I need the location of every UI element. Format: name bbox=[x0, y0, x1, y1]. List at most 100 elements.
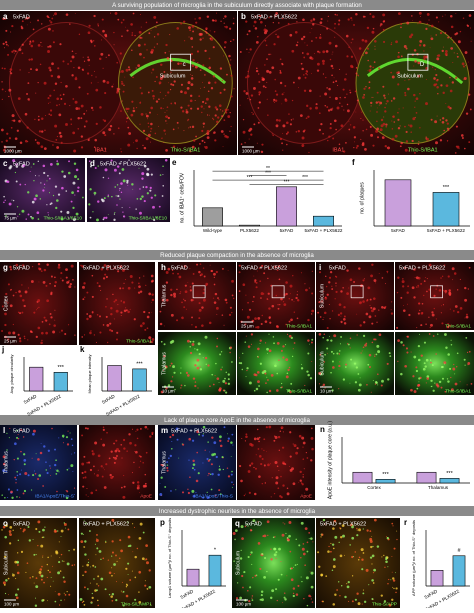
speck bbox=[22, 492, 25, 495]
inset-box bbox=[407, 53, 429, 71]
speck bbox=[184, 91, 187, 95]
speck bbox=[296, 298, 300, 302]
speck bbox=[106, 323, 110, 327]
speck bbox=[96, 538, 98, 540]
speck bbox=[205, 31, 208, 34]
speck bbox=[411, 19, 413, 21]
speck bbox=[48, 323, 51, 326]
speck bbox=[104, 134, 107, 137]
speck bbox=[292, 587, 296, 590]
speck bbox=[219, 493, 222, 495]
speck bbox=[405, 347, 409, 350]
speck bbox=[306, 457, 309, 459]
speck bbox=[116, 204, 118, 206]
speck bbox=[152, 68, 155, 71]
speck bbox=[363, 321, 366, 324]
speck bbox=[47, 174, 49, 177]
speck bbox=[229, 27, 232, 30]
speck bbox=[108, 593, 111, 596]
speck bbox=[102, 277, 106, 280]
speck bbox=[248, 51, 250, 53]
speck bbox=[28, 539, 32, 542]
speck bbox=[145, 451, 148, 454]
speck bbox=[338, 303, 342, 306]
speck bbox=[139, 197, 142, 201]
speck bbox=[413, 93, 416, 97]
panel-letter: p bbox=[160, 518, 165, 527]
speck bbox=[27, 339, 29, 341]
speck bbox=[72, 218, 76, 222]
speck bbox=[86, 92, 89, 95]
speck bbox=[247, 301, 249, 304]
speck bbox=[181, 301, 183, 304]
speck bbox=[459, 30, 462, 33]
speck bbox=[216, 120, 219, 124]
speck bbox=[273, 101, 276, 103]
speck bbox=[417, 312, 420, 315]
speck bbox=[34, 597, 37, 599]
speck bbox=[201, 100, 205, 104]
speck bbox=[343, 317, 346, 321]
speck bbox=[371, 30, 375, 34]
speck bbox=[221, 79, 223, 82]
speck bbox=[38, 306, 40, 309]
speck bbox=[277, 487, 280, 490]
speck bbox=[293, 444, 297, 447]
speck bbox=[333, 334, 337, 338]
speck bbox=[285, 323, 287, 326]
speck bbox=[277, 265, 281, 268]
region-label: Subiculum bbox=[160, 74, 186, 80]
speck bbox=[181, 110, 185, 113]
speck bbox=[17, 97, 21, 100]
speck bbox=[282, 149, 284, 151]
speck bbox=[276, 372, 279, 375]
speck bbox=[66, 210, 70, 214]
speck bbox=[202, 357, 204, 359]
speck bbox=[41, 23, 43, 25]
speck bbox=[338, 68, 341, 70]
speck bbox=[93, 146, 96, 149]
speck bbox=[29, 577, 31, 579]
speck bbox=[224, 46, 226, 49]
speck bbox=[107, 54, 110, 57]
speck bbox=[14, 442, 17, 446]
speck bbox=[274, 78, 276, 81]
speck bbox=[234, 538, 236, 541]
speck bbox=[455, 13, 457, 14]
speck bbox=[318, 383, 321, 385]
speck bbox=[91, 295, 94, 298]
speck bbox=[84, 476, 87, 479]
speck bbox=[51, 62, 54, 66]
speck bbox=[310, 598, 312, 600]
speck bbox=[83, 603, 86, 606]
scale-label: 75 µm bbox=[4, 216, 17, 221]
speck bbox=[225, 111, 228, 114]
speck bbox=[94, 566, 97, 568]
speck bbox=[408, 313, 411, 317]
speck bbox=[213, 283, 216, 286]
speck bbox=[325, 76, 327, 79]
speck bbox=[196, 451, 198, 454]
speck bbox=[17, 434, 19, 436]
speck bbox=[145, 137, 149, 141]
speck bbox=[13, 458, 15, 461]
speck bbox=[208, 321, 212, 325]
speck bbox=[114, 186, 117, 188]
bar bbox=[186, 568, 200, 587]
speck bbox=[435, 34, 437, 36]
speck bbox=[134, 34, 136, 37]
speck bbox=[185, 371, 189, 374]
speck bbox=[102, 67, 104, 69]
speck bbox=[91, 311, 94, 314]
speck bbox=[310, 73, 312, 74]
speck bbox=[204, 30, 207, 33]
speck bbox=[82, 56, 84, 58]
speck bbox=[70, 264, 74, 268]
speck bbox=[459, 307, 463, 310]
speck bbox=[187, 491, 191, 495]
region-label: Cortex bbox=[3, 295, 9, 311]
speck bbox=[402, 285, 405, 288]
speck bbox=[146, 114, 149, 118]
speck bbox=[428, 19, 430, 21]
speck bbox=[180, 384, 183, 387]
